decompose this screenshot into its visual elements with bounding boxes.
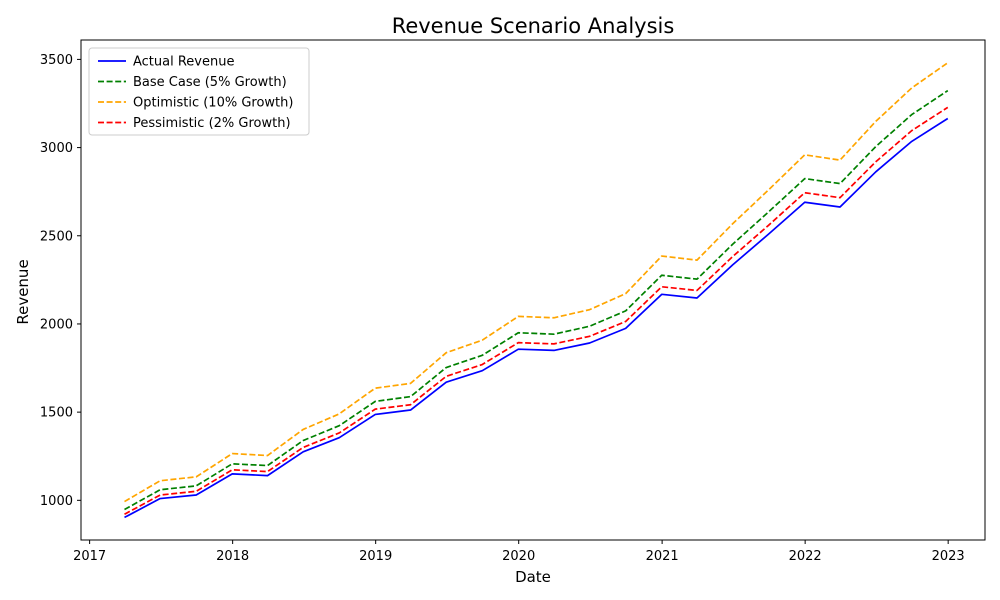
y-tick-label-4: 3000 [40,141,73,156]
legend-label-2: Optimistic (10% Growth) [133,96,293,111]
legend-box [88,47,310,136]
x-tick-label-6: 2023 [932,549,965,564]
y-tick-label-5: 3500 [40,53,73,68]
plot-area: 2017 2018 2019 2020 2021 2022 2023 1000 1500 2000… [40,39,986,564]
y-tick-label-0: 1000 [40,494,73,509]
legend-label-0: Actual Revenue [133,55,234,70]
y-tick-label-3: 2500 [40,229,73,244]
chart-title: Revenue Scenario Analysis [392,14,675,38]
series-line-2 [124,62,949,503]
x-tick-label-4: 2021 [646,549,679,564]
y-axis-title: Revenue [14,259,32,324]
y-tick-label-2: 2000 [40,317,73,332]
y-tick-label-1: 1500 [40,406,73,421]
legend-label-3: Pessimistic (2% Growth) [133,116,291,131]
axes-frame [80,39,986,541]
x-tick-label-2: 2019 [359,549,392,564]
series-line-1 [124,89,949,511]
series-line-0 [124,117,949,519]
x-tick-label-5: 2022 [789,549,822,564]
x-tick-label-0: 2017 [73,549,106,564]
x-axis-title: Date [515,568,551,586]
x-tick-label-3: 2020 [502,549,535,564]
legend-label-1: Base Case (5% Growth) [133,75,287,90]
x-tick-label-1: 2018 [216,549,249,564]
series-line-3 [124,106,949,515]
